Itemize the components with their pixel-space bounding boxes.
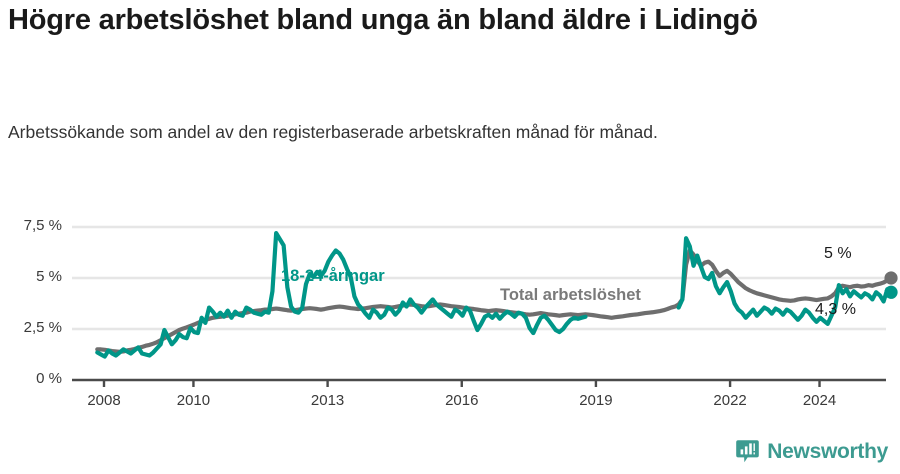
page-title: Högre arbetslöshet bland unga än bland ä… — [8, 4, 758, 36]
series-label-total: Total arbetslöshet — [500, 286, 641, 304]
bar-chart-bubble-icon — [735, 439, 760, 464]
page-subtitle: Arbetssökande som andel av den registerb… — [8, 122, 658, 142]
end-value-total: 5 % — [824, 245, 852, 262]
series-label-youth: 18-24-åringar — [281, 267, 385, 285]
y-axis-label-3: 7,5 % — [23, 217, 62, 234]
end-point-youth — [884, 285, 898, 299]
series-line-youth — [95, 231, 894, 359]
x-axis-label-6: 2024 — [802, 392, 837, 409]
y-axis-label-1: 2,5 % — [23, 319, 62, 336]
x-axis-label-2: 2013 — [310, 392, 345, 409]
chart-canvas — [72, 225, 898, 387]
line-chart — [0, 200, 900, 400]
logo-text: Newsworthy — [767, 439, 888, 463]
x-axis-label-4: 2019 — [579, 392, 613, 409]
x-axis-label-1: 2010 — [176, 392, 211, 409]
end-value-youth: 4,3 % — [815, 301, 856, 318]
newsworthy-logo: Newsworthy — [735, 439, 888, 464]
x-axis-label-3: 2016 — [445, 392, 479, 409]
y-axis-label-0: 0 % — [36, 370, 62, 387]
x-axis-label-0: 2008 — [87, 392, 121, 409]
x-axis-label-5: 2022 — [713, 392, 747, 409]
end-point-total — [884, 271, 898, 285]
y-axis-label-2: 5 % — [36, 268, 62, 285]
series-line-total — [95, 248, 894, 354]
